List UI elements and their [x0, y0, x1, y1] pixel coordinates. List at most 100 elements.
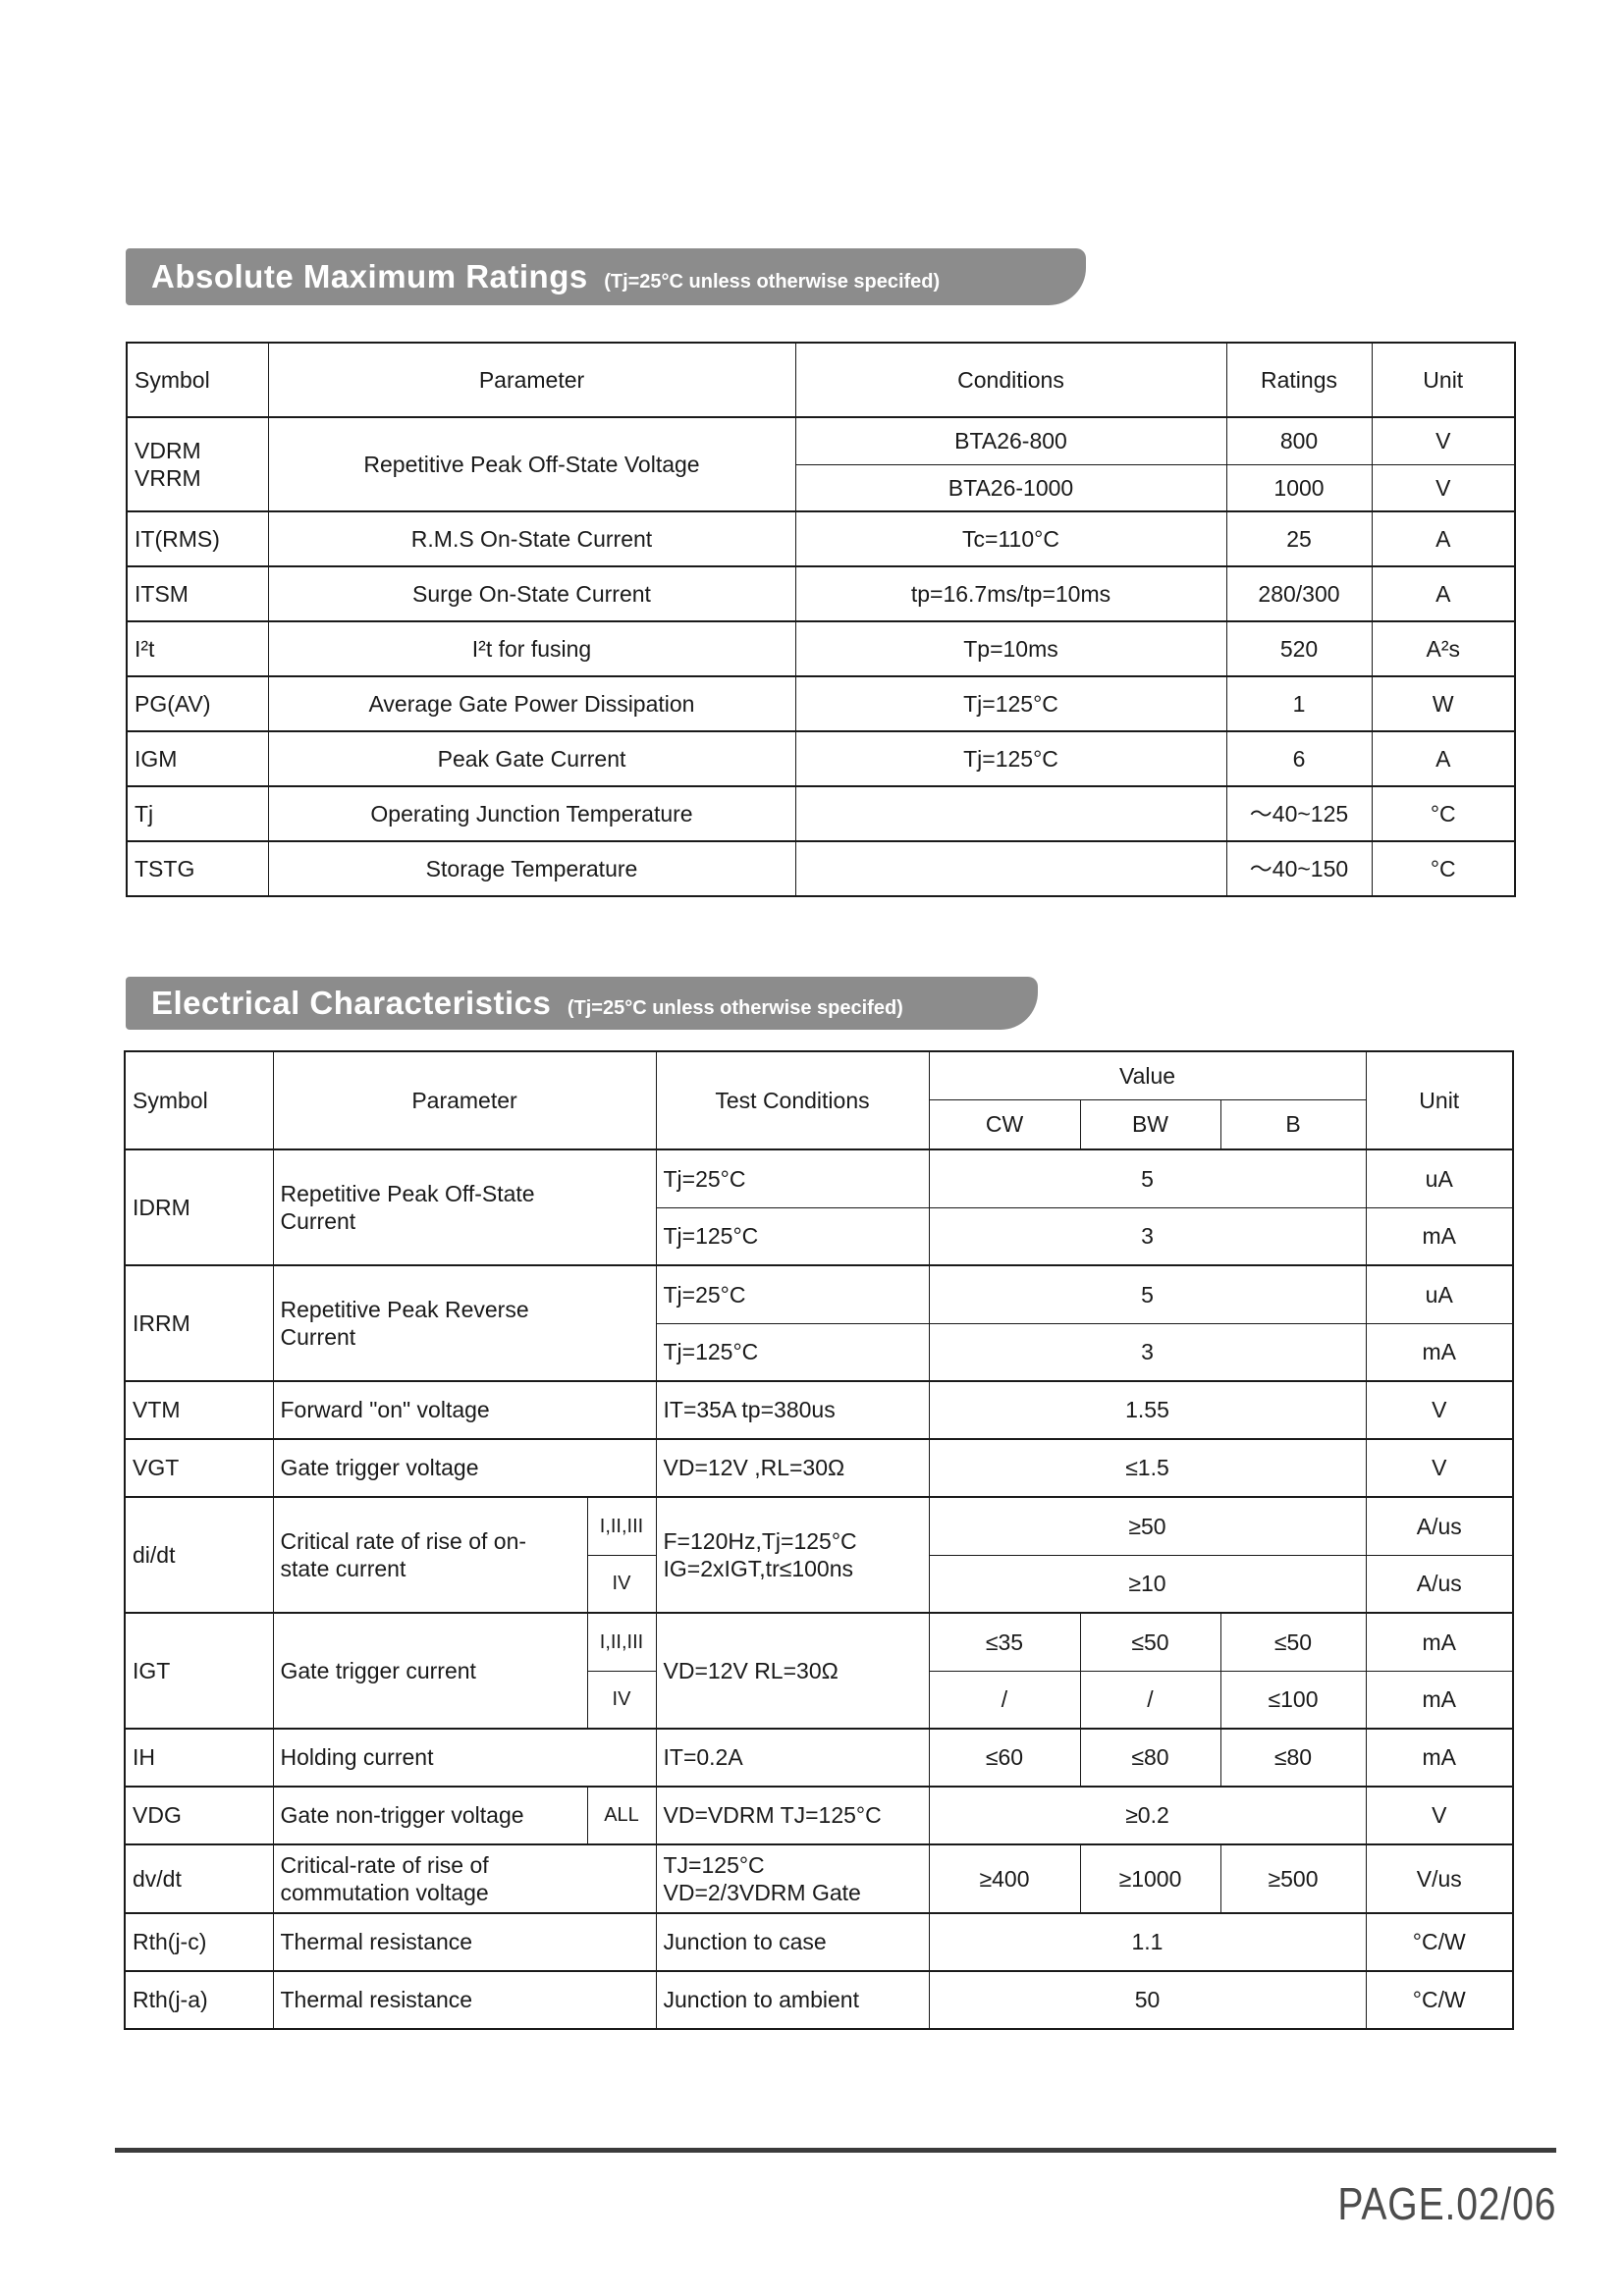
table-cell: R.M.S On-State Current — [267, 510, 796, 567]
table-cell: VGT — [124, 1438, 274, 1498]
table-cell: uA — [1365, 1148, 1514, 1208]
table-row: VGT Gate trigger voltage VD=12V ,RL=30Ω ≤1.… — [124, 1438, 1514, 1498]
table-cell: Repetitive Peak Off-State Current — [272, 1148, 657, 1266]
table-cell: Ratings — [1225, 342, 1373, 418]
table-cell: ≤60 — [928, 1728, 1081, 1788]
table-row: IV ≥10 A/us — [125, 1554, 1514, 1614]
table-cell: IH — [124, 1728, 274, 1788]
table-cell: A — [1371, 510, 1516, 567]
table-cell: IT(RMS) — [126, 510, 269, 567]
section-note: (Tj=25°C unless otherwise specifed) — [604, 271, 941, 293]
table-cell: Tj=125°C — [655, 1206, 930, 1266]
table-cell: mA — [1365, 1728, 1514, 1788]
table-cell: PG(AV) — [126, 675, 269, 732]
table-cell: °C — [1371, 840, 1516, 897]
table-cell — [794, 840, 1227, 897]
table-cell: A — [1371, 730, 1516, 787]
table-cell: 6 — [1225, 730, 1373, 787]
table-cell: B — [1219, 1098, 1367, 1150]
table-cell: A/us — [1365, 1554, 1514, 1614]
table-cell: Value — [928, 1050, 1367, 1100]
table-row: TSTG Storage Temperature ～40~150 °C — [126, 840, 1516, 897]
table-cell: ≥500 — [1219, 1843, 1367, 1914]
table-row: CW BW B — [125, 1098, 1513, 1150]
table-row: IDRM Repetitive Peak Off-State Current Tj=… — [124, 1148, 1514, 1266]
table-cell: CW — [928, 1098, 1081, 1150]
table-cell: Parameter — [272, 1050, 657, 1150]
table-cell: V — [1371, 416, 1516, 465]
table-cell: V — [1371, 463, 1516, 512]
table-row: VDG Gate non-trigger voltage ALL VD=VDRM TJ… — [124, 1786, 1514, 1845]
table-cell: 1000 — [1225, 463, 1373, 512]
table-cell: Peak Gate Current — [267, 730, 796, 787]
table-cell: IGM — [126, 730, 269, 787]
table-cell: 280/300 — [1225, 565, 1373, 622]
table-row: BTA26-1000 1000 V — [127, 463, 1516, 512]
table-cell: V — [1365, 1786, 1514, 1845]
table-cell: Parameter — [267, 342, 796, 418]
table-cell: VD=VDRM TJ=125°C — [655, 1786, 930, 1845]
table-cell: ≥50 — [928, 1496, 1367, 1556]
table-cell: / — [1079, 1670, 1221, 1730]
table-cell: 800 — [1225, 416, 1373, 465]
table-cell: Tp=10ms — [794, 620, 1227, 677]
table-cell: Junction to case — [655, 1912, 930, 1972]
table-cell: Gate trigger current — [272, 1612, 588, 1730]
table-cell: Symbol — [124, 1050, 274, 1150]
table-cell: VD=12V RL=30Ω — [655, 1612, 930, 1730]
table-cell: VDRM VRRM — [126, 416, 269, 512]
table-cell: IV — [586, 1670, 657, 1730]
table-cell: BW — [1079, 1098, 1221, 1150]
table-cell: 5 — [928, 1148, 1367, 1208]
table-cell: / — [928, 1670, 1081, 1730]
table-cell: ≥10 — [928, 1554, 1367, 1614]
table-cell: ≥0.2 — [928, 1786, 1367, 1845]
table-cell: I²t — [126, 620, 269, 677]
table-cell: Rth(j-a) — [124, 1970, 274, 2030]
table-cell: IDRM — [124, 1148, 274, 1266]
table-row: Rth(j-a) Thermal resistance Junction to am… — [124, 1970, 1514, 2030]
table-cell: Gate non-trigger voltage — [272, 1786, 588, 1845]
table-cell: Unit — [1371, 342, 1516, 418]
table-row: di/dt Critical rate of rise of on- state … — [124, 1496, 1514, 1614]
table-cell: BTA26-800 — [794, 416, 1227, 465]
table-cell: I²t for fusing — [267, 620, 796, 677]
table-row: IRRM Repetitive Peak Reverse Current Tj=25… — [124, 1264, 1514, 1382]
table-cell: TSTG — [126, 840, 269, 897]
table-row: VTM Forward "on" voltage IT=35A tp=380us 1.… — [124, 1380, 1514, 1440]
footer-rule — [115, 2148, 1556, 2153]
table-cell: ≤50 — [1079, 1612, 1221, 1672]
table-cell: TJ=125°C VD=2/3VDRM Gate — [655, 1843, 930, 1914]
table-cell: 520 — [1225, 620, 1373, 677]
table-cell: Holding current — [272, 1728, 657, 1788]
table-row: Tj=125°C 3 mA — [125, 1206, 1514, 1266]
section-title: Absolute Maximum Ratings — [151, 258, 588, 294]
table-cell: VTM — [124, 1380, 274, 1440]
table-cell: ITSM — [126, 565, 269, 622]
table-cell: Gate trigger voltage — [272, 1438, 657, 1498]
table-cell: I,II,III — [586, 1496, 657, 1556]
electrical-characteristics-table: Symbol Parameter Test Conditions Value Unit C… — [124, 1050, 1514, 2030]
table-cell: IT=0.2A — [655, 1728, 930, 1788]
table-cell: Tj=25°C — [655, 1264, 930, 1324]
table-cell: V — [1365, 1380, 1514, 1440]
table-cell — [794, 785, 1227, 842]
table-cell: Tj=125°C — [655, 1322, 930, 1382]
table-cell: uA — [1365, 1264, 1514, 1324]
table-cell: °C/W — [1365, 1912, 1514, 1972]
table-cell: Forward "on" voltage — [272, 1380, 657, 1440]
table-cell: Critical rate of rise of on- state curre… — [272, 1496, 588, 1614]
table-cell: Junction to ambient — [655, 1970, 930, 2030]
table-cell: VD=12V ,RL=30Ω — [655, 1438, 930, 1498]
table-cell: ≤35 — [928, 1612, 1081, 1672]
table-cell: F=120Hz,Tj=125°C IG=2xIGT,tr≤100ns — [655, 1496, 930, 1614]
table-cell: °C — [1371, 785, 1516, 842]
table-cell: ～40~125 — [1225, 785, 1373, 842]
table-cell: ALL — [586, 1786, 657, 1845]
section-title: Electrical Characteristics — [151, 985, 552, 1021]
table-cell: dv/dt — [124, 1843, 274, 1914]
table-cell: Rth(j-c) — [124, 1912, 274, 1972]
table-row: Symbol Parameter Test Conditions Value Unit — [124, 1050, 1514, 1150]
table-cell: Thermal resistance — [272, 1970, 657, 2030]
